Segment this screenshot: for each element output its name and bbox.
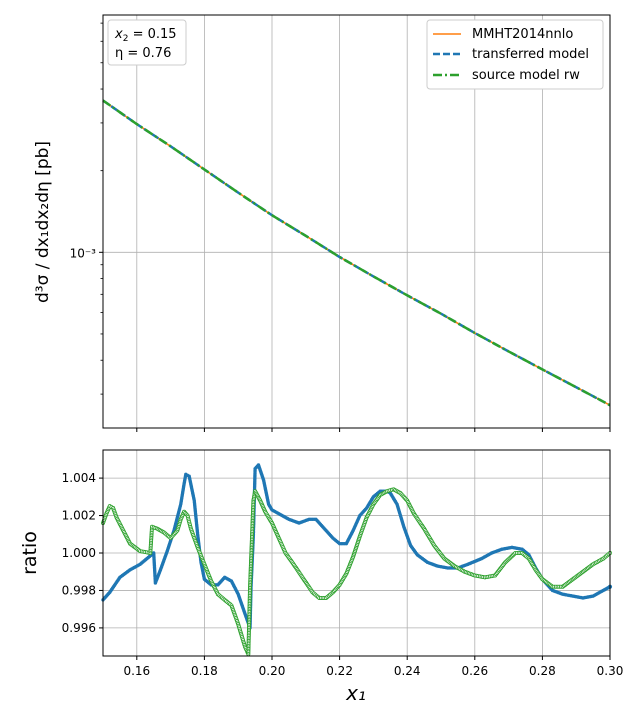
bottom-ticks: 0.16 0.18 0.20 0.22 0.24 0.26 0.28 0.30 0.996 0.9…: [62, 471, 624, 678]
top-ticks: 10⁻³: [70, 22, 611, 432]
top-frame: [102, 14, 611, 429]
x-tick-label: 0.24: [394, 664, 421, 678]
x-tick-label: 0.22: [326, 664, 353, 678]
top-y-label-text: d³σ / dx₁dx₂dη [pb]: [33, 141, 53, 303]
top-lines: [102, 99, 611, 407]
bottom-panel: 0.16 0.18 0.20 0.22 0.24 0.26 0.28 0.30 0.996 0.9…: [19, 449, 624, 705]
x-tick-label: 0.30: [597, 664, 624, 678]
x-tick-label: 0.20: [259, 664, 286, 678]
bottom-y-tick-label: 1.000: [62, 546, 96, 560]
x-tick-label: 0.18: [191, 664, 218, 678]
top-y-label: d³σ / dx₁dx₂dη [pb]: [33, 141, 53, 303]
top-panel: 10⁻³ d³σ / dx₁dx₂dη [pb] x2 = 0.15 η = 0…: [33, 14, 611, 432]
x-tick-label: 0.28: [529, 664, 556, 678]
top-y-tick-label: 10⁻³: [70, 246, 97, 260]
series-source-model-rw: [101, 487, 613, 657]
bottom-y-label: ratio: [19, 531, 41, 575]
legend: MMHT2014nnlo transferred model source mo…: [426, 19, 604, 90]
annotation-box: x2 = 0.15 η = 0.76: [107, 19, 187, 66]
line-source-model-rw: [102, 99, 611, 407]
annotation-line-1: x2 = 0.15: [114, 27, 177, 44]
x-tick-label: 0.16: [123, 664, 150, 678]
bottom-y-tick-label: 1.004: [62, 471, 96, 485]
legend-label-source: source model rw: [472, 68, 580, 83]
bottom-y-tick-label: 0.998: [62, 583, 96, 597]
x-tick-label: 0.26: [461, 664, 488, 678]
bottom-points: [101, 463, 613, 657]
legend-label-mmht: MMHT2014nnlo: [472, 27, 573, 42]
legend-label-transferred: transferred model: [472, 47, 589, 62]
bottom-y-tick-label: 1.002: [62, 509, 96, 523]
bottom-y-tick-label: 0.996: [62, 621, 96, 635]
annotation-line-2: η = 0.76: [115, 46, 171, 61]
x-axis-label: x₁: [345, 681, 366, 705]
